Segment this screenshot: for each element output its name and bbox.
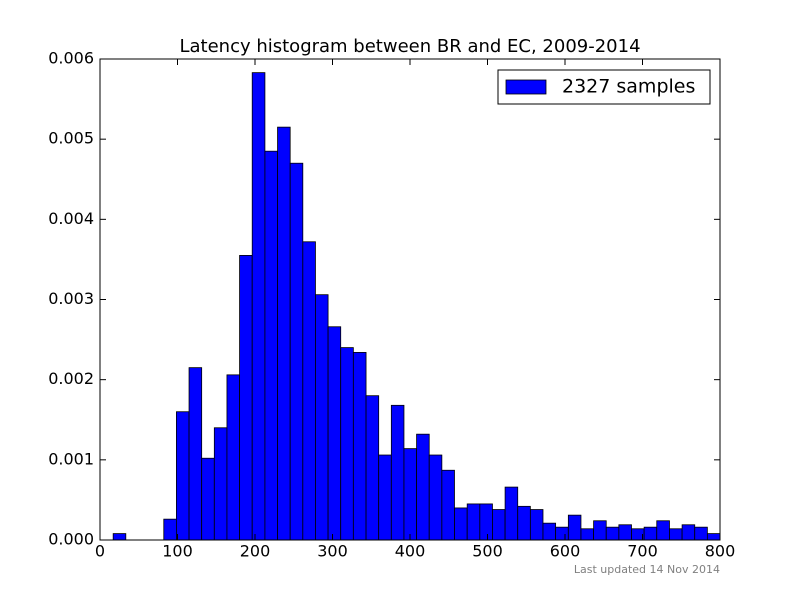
bar xyxy=(593,520,607,541)
legend-label: 2327 samples xyxy=(562,76,695,98)
bar xyxy=(517,505,531,541)
bar xyxy=(681,524,696,541)
bar xyxy=(694,526,708,541)
bar xyxy=(618,524,632,541)
y-tick-label: 0.005 xyxy=(48,129,94,148)
bar xyxy=(580,528,594,541)
y-tick-label: 0.001 xyxy=(48,449,94,468)
bar xyxy=(352,352,367,541)
bar xyxy=(567,514,582,541)
bar xyxy=(201,457,215,541)
bar xyxy=(441,469,455,541)
bar xyxy=(529,509,544,541)
y-tick-label: 0.006 xyxy=(48,49,94,68)
x-tick-label: 600 xyxy=(550,542,581,561)
bar xyxy=(466,503,481,541)
bar xyxy=(403,448,417,541)
bar xyxy=(289,162,304,541)
bar xyxy=(176,411,190,541)
bar xyxy=(454,507,468,541)
bar xyxy=(277,126,291,541)
bar xyxy=(251,72,266,541)
y-tick-label: 0.004 xyxy=(48,209,94,228)
bar xyxy=(492,509,506,541)
x-tick-label: 100 xyxy=(162,542,193,561)
bar xyxy=(416,433,430,541)
bar xyxy=(327,326,342,541)
x-tick-label: 0 xyxy=(95,542,105,561)
bar xyxy=(479,503,493,541)
legend-swatch xyxy=(505,79,547,95)
bar xyxy=(378,454,392,541)
y-tick-label: 0.003 xyxy=(48,289,94,308)
y-tick-label: 0.002 xyxy=(48,369,94,388)
bar xyxy=(542,522,557,541)
bar xyxy=(504,486,519,541)
bar xyxy=(188,367,203,541)
bar xyxy=(706,533,721,541)
bar xyxy=(428,454,443,541)
x-tick-label: 700 xyxy=(627,542,658,561)
bar xyxy=(264,150,278,541)
bar xyxy=(656,520,670,541)
annotation: Last updated 14 Nov 2014 xyxy=(574,563,720,576)
bar xyxy=(340,347,354,541)
bar xyxy=(302,241,316,541)
y-tick-label: 0.000 xyxy=(48,530,94,549)
x-tick-label: 500 xyxy=(472,542,503,561)
bar xyxy=(226,374,240,541)
x-tick-label: 400 xyxy=(395,542,426,561)
bar xyxy=(213,427,228,541)
bar xyxy=(365,395,380,541)
bar xyxy=(163,518,177,541)
bar xyxy=(112,533,127,541)
bar xyxy=(605,526,620,541)
bar xyxy=(239,255,253,541)
x-tick-label: 300 xyxy=(317,542,348,561)
x-tick-label: 800 xyxy=(705,542,736,561)
chart-title: Latency histogram between BR and EC, 200… xyxy=(179,36,640,57)
bar xyxy=(315,294,329,541)
bar xyxy=(643,526,658,541)
bar xyxy=(390,404,405,541)
bar xyxy=(555,526,569,541)
x-tick-label: 200 xyxy=(240,542,271,561)
bar xyxy=(669,528,683,541)
